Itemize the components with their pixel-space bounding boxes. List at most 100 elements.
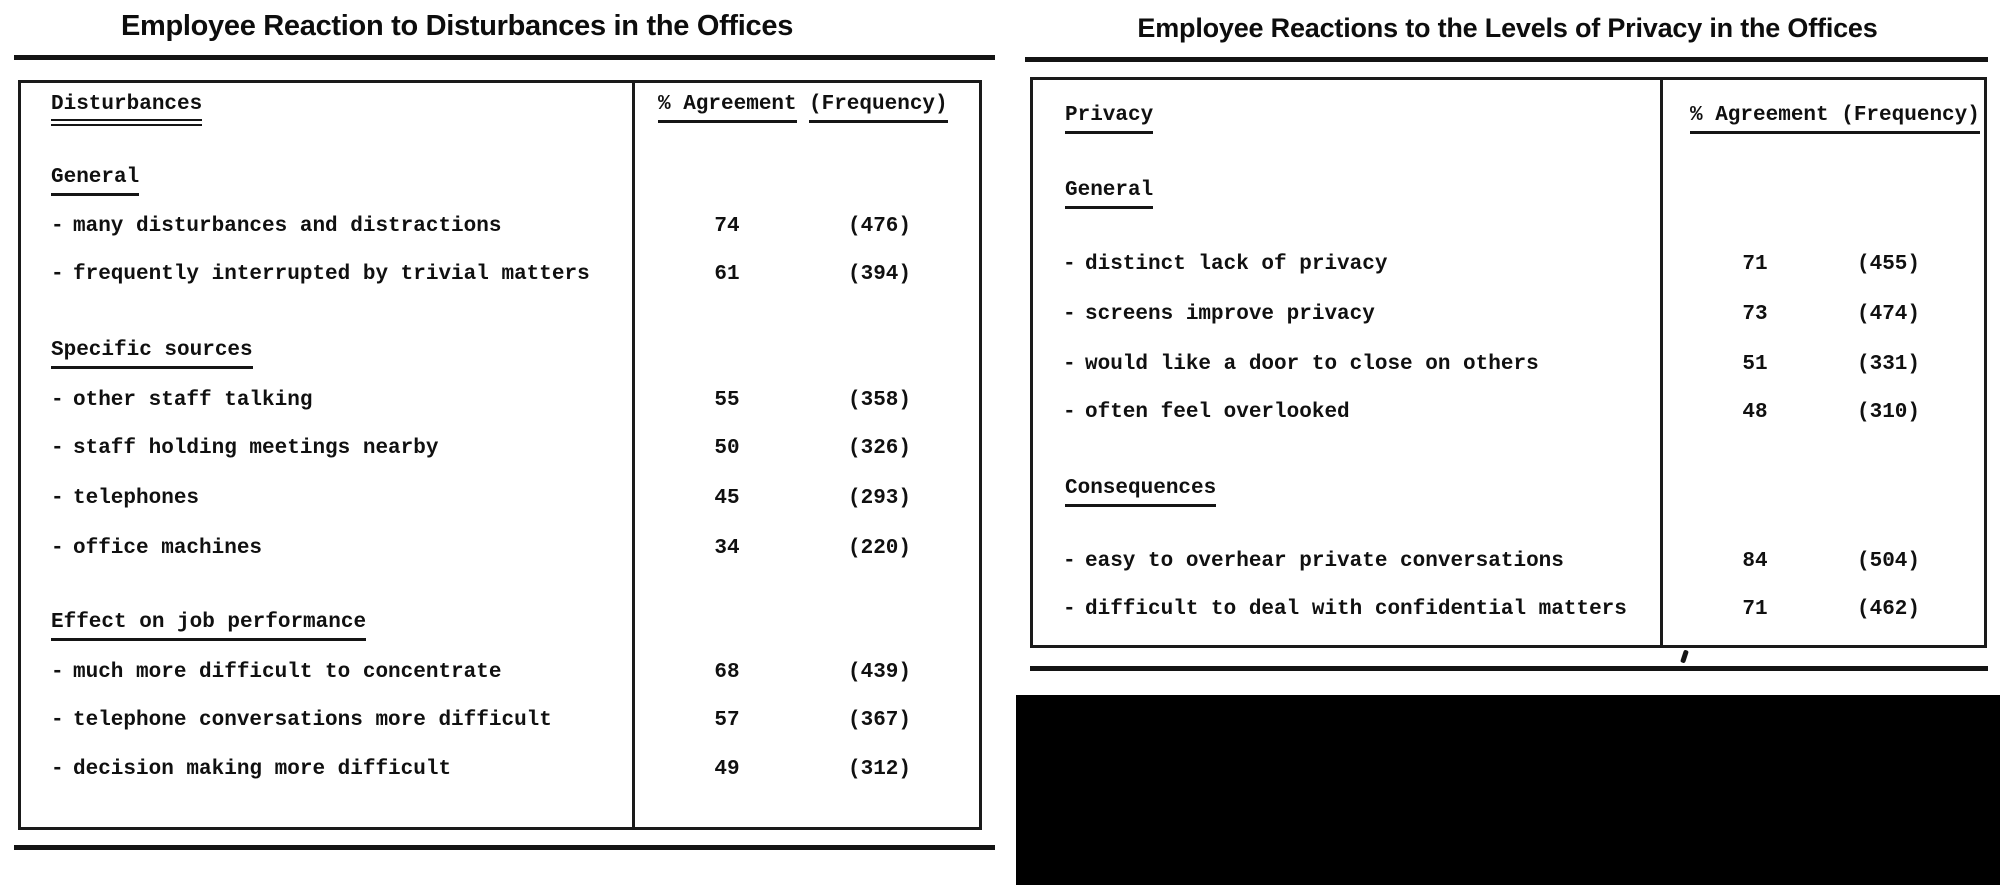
row-dash: - <box>51 758 64 781</box>
section-heading: General <box>21 166 979 196</box>
row-dash: - <box>51 537 64 560</box>
row-frequency: (220) <box>847 537 911 560</box>
right-column-divider <box>1660 80 1663 645</box>
row-dash: - <box>1063 550 1076 573</box>
row-agreement: 74 <box>714 215 740 238</box>
row-label: difficult to deal with confidential matt… <box>1085 598 1627 621</box>
table-row: - easy to overhear private conversations… <box>1033 549 1984 575</box>
table-row: - much more difficult to concentrate 68 … <box>21 660 979 686</box>
row-label: many disturbances and distractions <box>73 215 502 238</box>
row-frequency: (474) <box>1856 303 1920 326</box>
right-table-title: Employee Reactions to the Levels of Priv… <box>1137 13 1878 43</box>
table-row: - office machines 34 (220) <box>21 536 979 562</box>
section-heading: Specific sources <box>21 339 979 369</box>
row-label: decision making more difficult <box>73 758 452 781</box>
left-column-divider <box>632 83 635 827</box>
row-frequency: (310) <box>1856 401 1920 424</box>
left-bottom-rule <box>14 845 995 850</box>
right-values-column-header: % Agreement (Frequency) <box>1690 104 1980 134</box>
row-label: telephones <box>73 487 200 510</box>
row-frequency: (326) <box>847 437 911 460</box>
row-frequency: (394) <box>847 263 911 286</box>
row-frequency: (312) <box>847 758 911 781</box>
left-table-title: Employee Reaction to Disturbances in the… <box>120 10 794 42</box>
right-table: Privacy % Agreement (Frequency) General … <box>1030 77 1987 648</box>
row-dash: - <box>51 389 64 412</box>
section-heading-label: Consequences <box>1065 477 1217 507</box>
row-label: staff holding meetings nearby <box>73 437 439 460</box>
stray-mark <box>1680 649 1689 664</box>
row-label: distinct lack of privacy <box>1085 253 1388 276</box>
row-frequency: (504) <box>1856 550 1920 573</box>
row-agreement: 73 <box>1742 303 1768 326</box>
row-dash: - <box>51 487 64 510</box>
row-dash: - <box>51 709 64 732</box>
right-bottom-rule <box>1030 666 1988 671</box>
left-frequency-column-header: (Frequency) <box>809 93 948 123</box>
row-agreement: 68 <box>714 661 740 684</box>
right-title-rule <box>1025 57 1988 62</box>
section-heading-label: General <box>51 166 140 196</box>
row-dash: - <box>51 263 64 286</box>
row-dash: - <box>1063 401 1076 424</box>
row-dash: - <box>1063 353 1076 376</box>
row-label: frequently interrupted by trivial matter… <box>73 263 590 286</box>
row-frequency: (293) <box>847 487 911 510</box>
section-heading: General <box>1033 179 1984 209</box>
row-label: much more difficult to concentrate <box>73 661 502 684</box>
right-label-column-header: Privacy <box>1065 104 1154 134</box>
row-agreement: 34 <box>714 537 740 560</box>
row-frequency: (358) <box>847 389 911 412</box>
table-row: - decision making more difficult 49 (312… <box>21 757 979 783</box>
row-frequency: (462) <box>1856 598 1920 621</box>
row-label: easy to overhear private conversations <box>1085 550 1564 573</box>
row-label: telephone conversations more difficult <box>73 709 552 732</box>
row-label: other staff talking <box>73 389 313 412</box>
row-agreement: 49 <box>714 758 740 781</box>
row-dash: - <box>51 215 64 238</box>
row-label: office machines <box>73 537 263 560</box>
row-agreement: 45 <box>714 487 740 510</box>
table-row: - staff holding meetings nearby 50 (326) <box>21 436 979 462</box>
row-dash: - <box>51 661 64 684</box>
row-agreement: 57 <box>714 709 740 732</box>
table-row: - screens improve privacy 73 (474) <box>1033 302 1984 328</box>
left-agreement-column-header: % Agreement <box>658 93 797 123</box>
row-agreement: 51 <box>1742 353 1768 376</box>
table-row: - telephone conversations more difficult… <box>21 708 979 734</box>
section-heading: Effect on job performance <box>21 611 979 641</box>
table-row: - many disturbances and distractions 74 … <box>21 214 979 240</box>
row-label: would like a door to close on others <box>1085 353 1539 376</box>
section-heading-label: Effect on job performance <box>51 611 367 641</box>
row-frequency: (331) <box>1856 353 1920 376</box>
row-dash: - <box>1063 253 1076 276</box>
row-agreement: 84 <box>1742 550 1768 573</box>
row-frequency: (367) <box>847 709 911 732</box>
row-frequency: (439) <box>847 661 911 684</box>
row-dash: - <box>1063 598 1076 621</box>
row-dash: - <box>51 437 64 460</box>
section-heading-label: Specific sources <box>51 339 253 369</box>
table-row: - distinct lack of privacy 71 (455) <box>1033 252 1984 278</box>
row-frequency: (455) <box>1856 253 1920 276</box>
left-label-column-header: Disturbances <box>51 93 203 126</box>
row-agreement: 55 <box>714 389 740 412</box>
redacted-block <box>1016 695 2000 885</box>
row-agreement: 61 <box>714 263 740 286</box>
row-label: often feel overlooked <box>1085 401 1350 424</box>
table-row: - difficult to deal with confidential ma… <box>1033 597 1984 623</box>
table-row: - frequently interrupted by trivial matt… <box>21 262 979 288</box>
table-row: - telephones 45 (293) <box>21 486 979 512</box>
left-title-rule <box>14 55 995 60</box>
left-table: Disturbances % Agreement (Frequency) Gen… <box>18 80 982 830</box>
table-row: - would like a door to close on others 5… <box>1033 352 1984 378</box>
section-heading-label: General <box>1065 179 1154 209</box>
row-label: screens improve privacy <box>1085 303 1375 326</box>
section-heading: Consequences <box>1033 477 1984 507</box>
row-agreement: 71 <box>1742 253 1768 276</box>
left-header-row: Disturbances % Agreement (Frequency) <box>21 93 979 126</box>
table-row: - other staff talking 55 (358) <box>21 388 979 414</box>
row-agreement: 71 <box>1742 598 1768 621</box>
row-agreement: 50 <box>714 437 740 460</box>
